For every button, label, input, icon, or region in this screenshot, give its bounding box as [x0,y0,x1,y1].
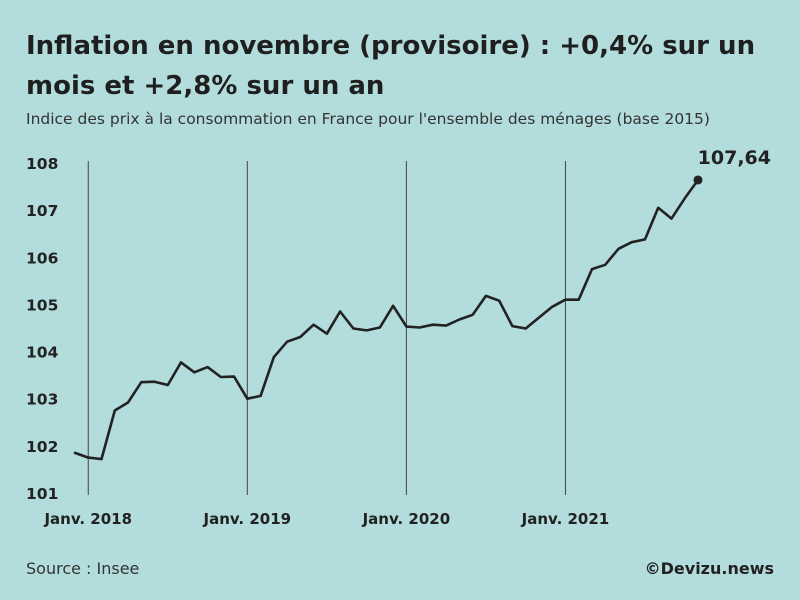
source-note: Source : Insee [26,559,140,578]
last-value-label: 107,64 [698,147,771,169]
y-tick-label: 105 [26,296,58,314]
y-tick-label: 101 [26,485,58,503]
y-tick-label: 103 [26,391,58,409]
chart-title: Inflation en novembre (provisoire) : +0,… [26,31,756,101]
y-tick-label: 104 [26,344,59,362]
y-tick-label: 108 [26,155,58,173]
y-tick-label: 107 [26,202,58,220]
x-axis: Janv. 2018 Janv. 2019 Janv. 2020 Janv. 2021 [43,510,609,528]
x-tick-label: Janv. 2021 [521,510,610,528]
chart-subtitle: Indice des prix à la consommation en Fra… [26,110,710,128]
chart-grid [87,161,566,495]
x-tick-label: Janv. 2018 [43,510,132,528]
series-line [73,178,700,461]
end-label-layer: 107,64 [698,147,771,169]
credit-text: ©Devizu.news [644,559,774,578]
last-point-marker [693,175,703,185]
y-axis: 101 102 103 104 105 106 107 108 [26,155,59,503]
y-tick-label: 106 [26,249,58,267]
y-tick-label: 102 [26,438,58,456]
series-layer [73,175,703,461]
x-tick-label: Janv. 2019 [203,510,292,528]
x-tick-label: Janv. 2020 [362,510,451,528]
